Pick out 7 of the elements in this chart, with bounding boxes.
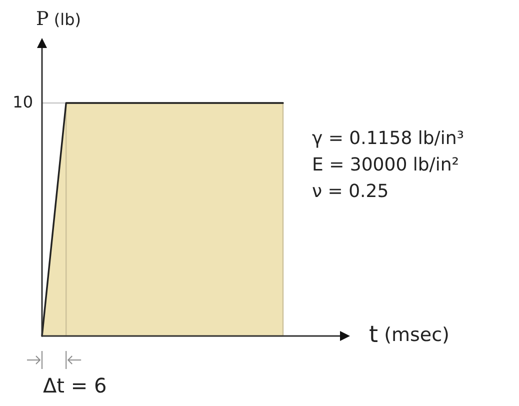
y-axis-title: P (lb) — [36, 8, 81, 30]
text: E = 30000 lb/in² — [312, 154, 459, 176]
x-axis-title: t (msec) — [369, 322, 450, 348]
text: ν = 0.25 — [312, 180, 389, 202]
text: Δt = 6 — [43, 373, 107, 398]
text: γ = 0.1158 lb/in³ — [312, 128, 464, 149]
annotation: 10 — [12, 92, 33, 112]
